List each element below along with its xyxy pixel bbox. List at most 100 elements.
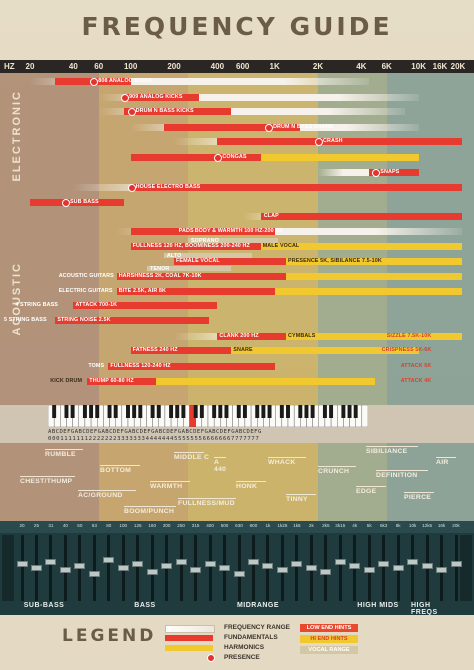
presence-dot	[121, 94, 130, 102]
eq-slider-track[interactable]	[454, 535, 458, 601]
eq-slider-track[interactable]	[251, 535, 255, 601]
row-label: ALTO	[166, 253, 182, 259]
eq-slider-knob[interactable]	[88, 571, 100, 577]
black-key	[156, 405, 161, 418]
eq-slider-knob[interactable]	[146, 569, 158, 575]
eq-slider-knob[interactable]	[117, 565, 129, 571]
eq-slider-knob[interactable]	[378, 561, 390, 567]
row-label: ELECTRIC GUITARS	[58, 288, 113, 294]
black-key	[82, 405, 87, 418]
harmonic-bar	[286, 258, 462, 265]
descriptor-label: WARMTH	[150, 483, 183, 490]
eq-slider-track[interactable]	[107, 535, 111, 601]
eq-slider-knob[interactable]	[450, 561, 462, 567]
range-bar	[318, 169, 419, 176]
eq-slider-knob[interactable]	[436, 567, 448, 573]
eq-slider-knob[interactable]	[305, 565, 317, 571]
white-key	[361, 405, 368, 427]
harmonic-bar	[231, 347, 419, 354]
row-label: HOUSE ELECTRO BASS	[135, 184, 201, 190]
eq-slider-track[interactable]	[382, 535, 386, 601]
eq-frequency-label: 6k3	[379, 523, 388, 528]
row-extra-label: TOMS	[88, 363, 105, 369]
row-label: FEMALE VOCAL	[176, 258, 220, 264]
fundamental-bar	[108, 363, 275, 370]
row-note: ATTACK 700-1K	[75, 302, 118, 308]
hz-tick-label: 400	[210, 62, 225, 71]
eq-slider-knob[interactable]	[74, 563, 86, 569]
eq-slider-knob[interactable]	[276, 567, 288, 573]
eq-slider-knob[interactable]	[30, 565, 42, 571]
section-label-electronic: ELECTRONIC	[11, 90, 23, 182]
eq-slider-knob[interactable]	[334, 559, 346, 565]
eq-slider-knob[interactable]	[16, 561, 28, 567]
eq-slider-track[interactable]	[49, 535, 53, 601]
legend-hi-end-hints: HI END HINTS	[300, 635, 358, 643]
descriptor-label: RUMBLE	[45, 451, 76, 458]
black-key	[89, 405, 94, 418]
eq-slider-knob[interactable]	[407, 559, 419, 565]
black-key	[175, 405, 180, 418]
eq-slider-track[interactable]	[150, 535, 154, 601]
eq-slider-knob[interactable]	[175, 559, 187, 565]
harmonic-bar	[156, 378, 376, 385]
black-key	[70, 405, 75, 418]
descriptor-label: PIERCE	[404, 494, 432, 501]
eq-slider-track[interactable]	[92, 535, 96, 601]
row-label: SOPRANO	[190, 238, 219, 244]
eq-frequency-label: 10k	[408, 523, 417, 528]
eq-slider-knob[interactable]	[190, 567, 202, 573]
descriptor-underline	[174, 452, 204, 453]
eq-slider-knob[interactable]	[103, 557, 115, 563]
row-extra-label: SNARE	[233, 347, 253, 353]
hz-tick-label: 1K	[269, 62, 280, 71]
descriptor-label: CHEST/THUMP	[20, 478, 73, 485]
black-key	[64, 405, 69, 418]
eq-frequency-label: 1k25	[277, 523, 288, 528]
presence-dot	[214, 154, 223, 162]
eq-slider-knob[interactable]	[262, 563, 274, 569]
eq-slider-knob[interactable]	[421, 563, 433, 569]
eq-slider-knob[interactable]	[291, 561, 303, 567]
eq-slider-knob[interactable]	[247, 559, 259, 565]
eq-slider-knob[interactable]	[320, 569, 332, 575]
eq-slider-knob[interactable]	[204, 561, 216, 567]
eq-slider-knob[interactable]	[349, 563, 361, 569]
eq-slider-track[interactable]	[136, 535, 140, 601]
eq-slider-knob[interactable]	[132, 561, 144, 567]
frequency-zone	[0, 73, 99, 405]
black-key	[181, 405, 186, 418]
graphic-equalizer: 20 25 31 40 50 63 80 100 125 160 200 250 315 400 500 63…	[0, 521, 474, 616]
eq-slider-track[interactable]	[295, 535, 299, 601]
eq-slider-knob[interactable]	[59, 567, 71, 573]
eq-slider-track[interactable]	[179, 535, 183, 601]
eq-slider-track[interactable]	[411, 535, 415, 601]
eq-band-label: SUB-BASS	[23, 602, 65, 609]
eq-slider-knob[interactable]	[392, 565, 404, 571]
fundamental-bar	[30, 199, 125, 206]
row-extra-label: MALE VOCAL	[262, 243, 300, 249]
eq-slider-track[interactable]	[338, 535, 342, 601]
descriptor-label: EDGE	[356, 488, 377, 495]
range-bar	[116, 228, 462, 235]
descriptor-label: CRUNCH	[318, 468, 350, 475]
descriptor-underline	[20, 476, 75, 477]
eq-band-label: HIGH MIDS	[357, 602, 399, 609]
row-label: DRUM N BASS KICKS	[135, 108, 194, 114]
eq-frequency-label: 25	[33, 523, 40, 528]
descriptor-zone	[187, 443, 318, 521]
hz-axis: HZ 20 40 60 100 200 400 600 1K 2K 4K 6K 10K 16K 20K	[0, 60, 474, 73]
eq-slider-track[interactable]	[237, 535, 241, 601]
legend-presence: PRESENCE	[224, 654, 260, 661]
hz-tick-label: 600	[236, 62, 250, 71]
row-label: FATNESS 240 HZ	[132, 347, 178, 353]
eq-slider-knob[interactable]	[219, 565, 231, 571]
eq-slider-track[interactable]	[20, 535, 24, 601]
eq-slider-knob[interactable]	[363, 567, 375, 573]
eq-slider-track[interactable]	[208, 535, 212, 601]
eq-slider-knob[interactable]	[233, 571, 245, 577]
presence-dot	[372, 169, 381, 177]
eq-slider-track[interactable]	[324, 535, 328, 601]
eq-slider-knob[interactable]	[161, 563, 173, 569]
eq-slider-knob[interactable]	[45, 559, 57, 565]
